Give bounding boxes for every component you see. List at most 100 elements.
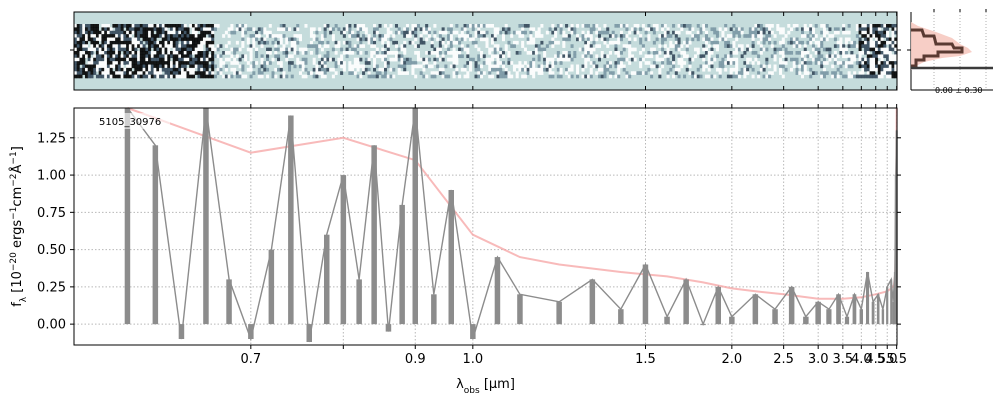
heatmap-cell bbox=[888, 37, 892, 42]
heatmap-cell bbox=[757, 61, 761, 65]
heatmap-cell bbox=[128, 37, 132, 42]
heatmap-cell bbox=[279, 61, 283, 65]
heatmap-cell bbox=[691, 71, 695, 75]
heatmap-cell bbox=[647, 27, 651, 32]
heatmap-cell bbox=[886, 54, 890, 59]
heatmap-cell bbox=[115, 64, 119, 69]
heatmap-cell bbox=[109, 71, 113, 75]
heatmap-cell bbox=[405, 57, 409, 62]
heatmap-cell bbox=[652, 51, 656, 55]
heatmap-cell bbox=[822, 47, 826, 52]
heatmap-cell bbox=[359, 74, 363, 79]
heatmap-cell bbox=[597, 67, 602, 72]
heatmap-cell bbox=[493, 27, 497, 32]
heatmap-cell bbox=[729, 54, 733, 59]
heatmap-cell bbox=[235, 74, 239, 79]
heatmap-cell bbox=[735, 64, 739, 69]
heatmap-cell bbox=[836, 67, 840, 72]
heatmap-cell bbox=[137, 51, 141, 55]
heatmap-cell bbox=[474, 44, 478, 48]
heatmap-cell bbox=[888, 54, 892, 59]
heatmap-cell bbox=[74, 40, 78, 45]
heatmap-cell bbox=[90, 74, 94, 79]
heatmap-cell bbox=[200, 47, 204, 52]
heatmap-cell bbox=[485, 44, 489, 48]
heatmap-cell bbox=[872, 34, 876, 38]
heatmap-cell bbox=[573, 27, 577, 32]
heatmap-cell bbox=[400, 44, 404, 48]
heatmap-cell bbox=[263, 37, 267, 42]
heatmap-cell bbox=[817, 54, 821, 59]
heatmap-cell bbox=[693, 74, 698, 79]
heatmap-cell bbox=[115, 34, 119, 38]
heatmap-cell bbox=[161, 47, 165, 52]
heatmap-cell bbox=[142, 44, 146, 48]
heatmap-cell bbox=[518, 24, 522, 28]
heatmap-cell bbox=[477, 47, 481, 52]
heatmap-cell bbox=[844, 51, 848, 55]
heatmap-cell bbox=[677, 37, 681, 42]
x-tick-label: 5.5 bbox=[886, 352, 907, 367]
heatmap-cell bbox=[584, 44, 588, 48]
heatmap-cell bbox=[403, 47, 407, 52]
heatmap-cell bbox=[587, 24, 591, 28]
heatmap-cell bbox=[770, 30, 774, 35]
heatmap-cell bbox=[106, 54, 110, 59]
heatmap-cell bbox=[255, 30, 259, 35]
heatmap-cell bbox=[842, 30, 846, 35]
heatmap-cell bbox=[170, 30, 174, 35]
heatmap-cell bbox=[309, 34, 313, 38]
heatmap-cell bbox=[740, 27, 744, 32]
heatmap-cell bbox=[658, 74, 662, 79]
heatmap-cell bbox=[134, 54, 138, 59]
heatmap-cell bbox=[224, 51, 228, 55]
heatmap-cell bbox=[493, 64, 497, 69]
heatmap-cell bbox=[84, 64, 89, 69]
flux-bar bbox=[448, 190, 454, 325]
heatmap-cell bbox=[191, 74, 195, 79]
flux-bar bbox=[715, 286, 721, 325]
heatmap-cell bbox=[279, 74, 283, 79]
heatmap-cell bbox=[348, 64, 352, 69]
heatmap-cell bbox=[729, 44, 733, 48]
heatmap-cell bbox=[126, 27, 130, 32]
heatmap-cell bbox=[817, 61, 821, 65]
heatmap-cell bbox=[806, 34, 810, 38]
heatmap-cell bbox=[400, 64, 404, 69]
heatmap-cell bbox=[735, 37, 739, 42]
heatmap-cell bbox=[367, 71, 371, 75]
heatmap-cell bbox=[131, 37, 135, 42]
heatmap-cell bbox=[828, 47, 832, 52]
heatmap-cell bbox=[320, 67, 324, 72]
heatmap-cell bbox=[518, 34, 522, 38]
heatmap-cell bbox=[82, 44, 86, 48]
heatmap-cell bbox=[362, 24, 366, 28]
heatmap-cell bbox=[381, 34, 385, 38]
flux-bar bbox=[124, 108, 131, 325]
heatmap-cell bbox=[836, 30, 840, 35]
heatmap-cell bbox=[540, 67, 544, 72]
heatmap-cell bbox=[145, 27, 149, 32]
heatmap-cell bbox=[724, 37, 728, 42]
heatmap-cell bbox=[828, 57, 832, 62]
heatmap-cell bbox=[422, 57, 426, 62]
heatmap-cell bbox=[389, 30, 393, 35]
heatmap-cell bbox=[82, 27, 86, 32]
heatmap-cell bbox=[880, 74, 884, 79]
heatmap-cell bbox=[98, 64, 102, 69]
heatmap-cell bbox=[150, 24, 154, 28]
heatmap-cell bbox=[175, 74, 179, 79]
heatmap-cell bbox=[139, 57, 143, 62]
heatmap-cell bbox=[98, 37, 102, 42]
heatmap-cell bbox=[584, 74, 588, 79]
heatmap-cell bbox=[282, 47, 286, 52]
heatmap-cell bbox=[833, 61, 837, 65]
heatmap-cell bbox=[109, 54, 113, 59]
heatmap-cell bbox=[891, 54, 895, 59]
heatmap-cell bbox=[787, 51, 791, 55]
heatmap-cell bbox=[150, 54, 154, 59]
heatmap-cell bbox=[597, 27, 602, 32]
heatmap-cell bbox=[87, 67, 91, 72]
heatmap-cell bbox=[159, 71, 163, 75]
heatmap-cell bbox=[477, 30, 481, 35]
